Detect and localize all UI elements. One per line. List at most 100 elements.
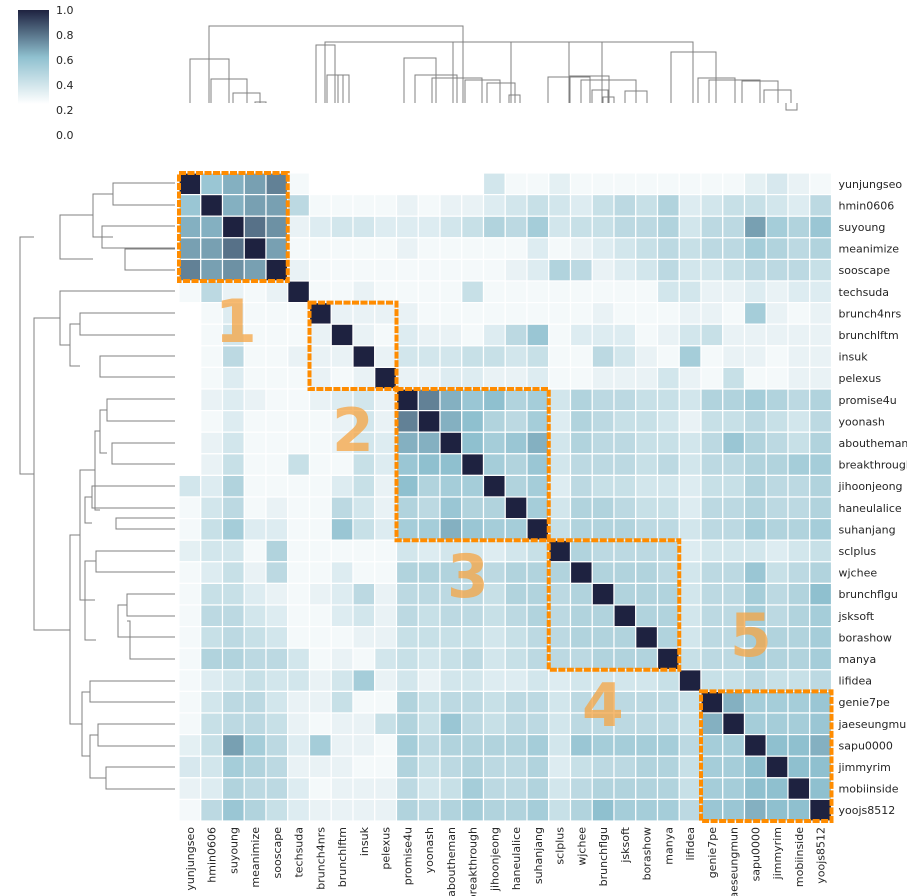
row-label: sooscape [839, 264, 891, 277]
heatmap-cell [200, 431, 224, 455]
heatmap-cell [548, 625, 572, 649]
heatmap-cell [656, 669, 680, 692]
heatmap-cell [308, 237, 332, 261]
heatmap-cell [591, 388, 615, 412]
heatmap-cell [678, 798, 702, 822]
heatmap-cell [765, 237, 789, 261]
column-label: sapu0000 [749, 827, 762, 881]
heatmap-cell [569, 777, 593, 800]
heatmap-cell [417, 280, 441, 304]
heatmap-cell [635, 302, 659, 325]
heatmap-cell [482, 647, 506, 671]
heatmap-cell [591, 474, 615, 498]
cluster-number-3: 3 [447, 542, 489, 612]
heatmap-cell [504, 539, 528, 563]
heatmap-cell [678, 345, 702, 368]
heatmap-cell [765, 777, 789, 800]
heatmap-cell [787, 625, 811, 649]
heatmap-cell [221, 647, 245, 671]
heatmap-cell [374, 517, 398, 541]
heatmap-cell [743, 798, 767, 822]
heatmap-cell [352, 539, 376, 563]
heatmap-cell [461, 647, 485, 671]
heatmap-cell [265, 669, 289, 692]
heatmap-cell [656, 258, 680, 282]
heatmap-cell [265, 798, 289, 822]
heatmap-cell [243, 755, 267, 779]
heatmap-cell [504, 733, 528, 757]
heatmap-cell [743, 172, 767, 196]
heatmap-cell [308, 258, 332, 282]
heatmap-cell [374, 323, 398, 347]
heatmap-cell [526, 237, 550, 261]
heatmap-cell [417, 690, 441, 714]
column-label: aboutheman [445, 827, 458, 896]
heatmap-cell [548, 712, 572, 736]
heatmap-cell [743, 323, 767, 347]
heatmap-cell [287, 431, 311, 455]
heatmap-cell [613, 215, 637, 239]
heatmap-cell [569, 755, 593, 779]
heatmap-cell [526, 517, 550, 541]
row-label: suhanjang [839, 523, 896, 536]
heatmap-cell [678, 258, 702, 282]
heatmap-cell [308, 302, 332, 325]
heatmap-cell [178, 215, 202, 239]
heatmap-cell [787, 172, 811, 196]
heatmap-cell [330, 345, 354, 368]
heatmap-cell [765, 453, 789, 476]
heatmap-cell [243, 733, 267, 757]
heatmap-cell [308, 604, 332, 628]
heatmap-cell [352, 496, 376, 520]
heatmap-cell [765, 496, 789, 520]
heatmap-cell [330, 302, 354, 325]
heatmap-cell [656, 345, 680, 368]
heatmap-cell [765, 431, 789, 455]
heatmap-cell [722, 798, 746, 822]
heatmap-cell [330, 798, 354, 822]
heatmap-cell [221, 496, 245, 520]
heatmap-cell [395, 733, 419, 757]
heatmap-cell [308, 474, 332, 498]
heatmap-cell [178, 323, 202, 347]
heatmap-cell [287, 561, 311, 584]
heatmap-cell [765, 410, 789, 433]
heatmap-cell [417, 582, 441, 606]
heatmap-cell [743, 302, 767, 325]
heatmap-cell [178, 604, 202, 628]
heatmap-cell [178, 496, 202, 520]
heatmap-cell [635, 172, 659, 196]
heatmap-cell [221, 215, 245, 239]
heatmap-cell [482, 194, 506, 217]
heatmap-cell [417, 453, 441, 476]
heatmap-cell [809, 388, 833, 412]
heatmap-cell [678, 280, 702, 304]
heatmap-cell [330, 647, 354, 671]
heatmap-cell [287, 453, 311, 476]
heatmap-cell [722, 366, 746, 390]
heatmap-cell [200, 755, 224, 779]
heatmap-cell [678, 582, 702, 606]
heatmap-cell [221, 690, 245, 714]
heatmap-cell [591, 215, 615, 239]
heatmap-cell [221, 604, 245, 628]
heatmap-cell [395, 388, 419, 412]
heatmap-cell [352, 194, 376, 217]
heatmap-cell [765, 712, 789, 736]
cluster-number-2: 2 [332, 396, 374, 466]
heatmap-cell [504, 388, 528, 412]
heatmap-cell [461, 345, 485, 368]
heatmap-cell [678, 539, 702, 563]
heatmap-cell [656, 237, 680, 261]
heatmap-cell [461, 712, 485, 736]
heatmap-cell [809, 453, 833, 476]
heatmap-cell [221, 258, 245, 282]
column-label: yoonash [423, 827, 436, 873]
row-label: yoonash [839, 415, 885, 428]
heatmap-cell [200, 215, 224, 239]
row-label: jihoonjeong [838, 480, 903, 493]
heatmap-cell [787, 388, 811, 412]
heatmap-cell [395, 280, 419, 304]
heatmap-cell [743, 345, 767, 368]
heatmap-cell [678, 410, 702, 433]
